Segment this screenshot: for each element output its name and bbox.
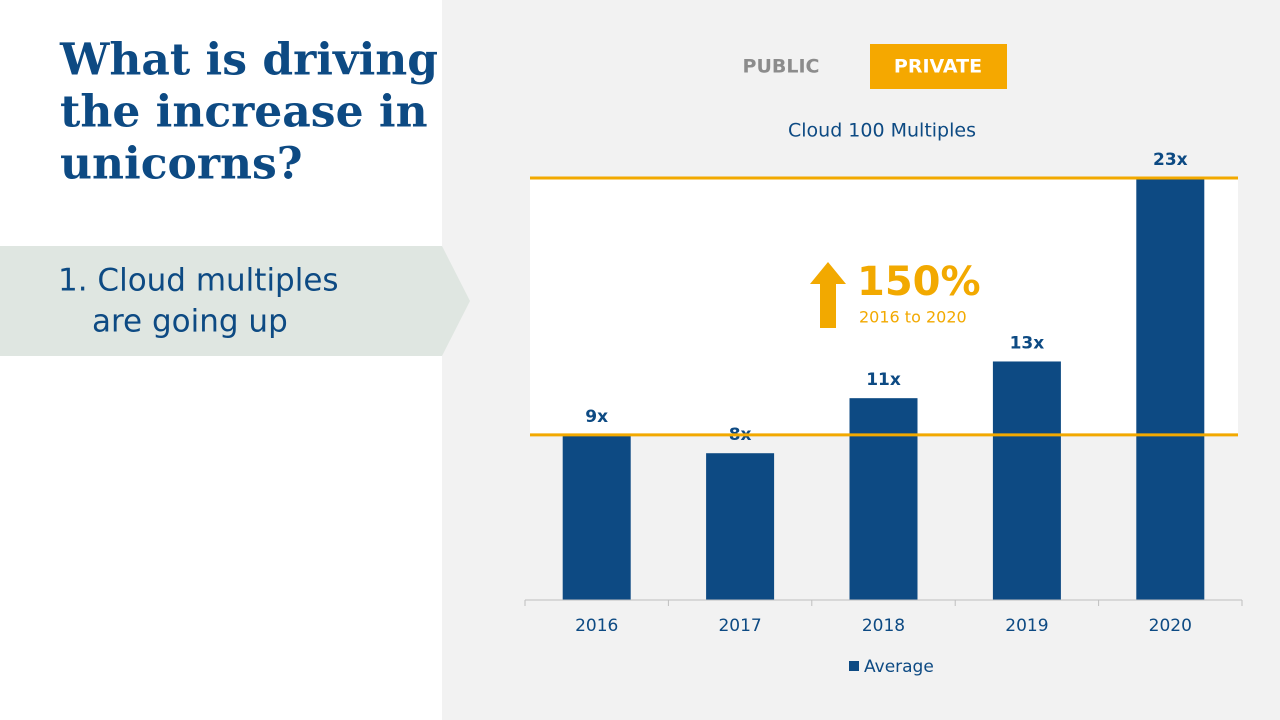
bar: [849, 398, 918, 600]
plot: 9x20168x201711x201813x201923x2020150%201…: [524, 150, 1243, 677]
annotation-label: 2016 to 2020: [859, 308, 967, 327]
point: 1. Cloud multiples are going up: [58, 263, 339, 340]
annotation-arrow: [810, 262, 846, 328]
tab[interactable]: PRIVATE: [894, 56, 982, 78]
value-label: 13x: [1010, 333, 1045, 353]
bar: [706, 453, 775, 600]
point-line: are going up: [92, 304, 288, 340]
tab-active-bg[interactable]: [870, 44, 1007, 89]
x-tick-label: 2018: [862, 616, 905, 636]
tab[interactable]: PUBLIC: [743, 56, 820, 78]
value-label: 23x: [1153, 150, 1188, 170]
x-tick-label: 2017: [718, 616, 761, 636]
annotation-value: 150%: [857, 259, 981, 305]
bar: [1136, 178, 1205, 600]
headline: What is driving the increase in unicorns…: [59, 35, 438, 190]
highlight-band: [530, 178, 1238, 435]
headline-line: the increase in: [60, 87, 428, 138]
x-tick-label: 2016: [575, 616, 618, 636]
x-tick-label: 2020: [1149, 616, 1192, 636]
bar: [562, 434, 631, 600]
headline-line: unicorns?: [60, 139, 303, 190]
chart-title: Cloud 100 Multiples: [788, 120, 976, 142]
bar: [992, 361, 1061, 600]
legend-label: Average: [864, 657, 934, 677]
point-banner: [0, 246, 470, 356]
point-line: 1. Cloud multiples: [58, 263, 339, 299]
legend-swatch: [849, 661, 859, 671]
value-label: 9x: [585, 407, 608, 427]
x-tick-label: 2019: [1005, 616, 1048, 636]
headline-line: What is driving: [59, 35, 438, 86]
value-label: 11x: [866, 370, 901, 390]
